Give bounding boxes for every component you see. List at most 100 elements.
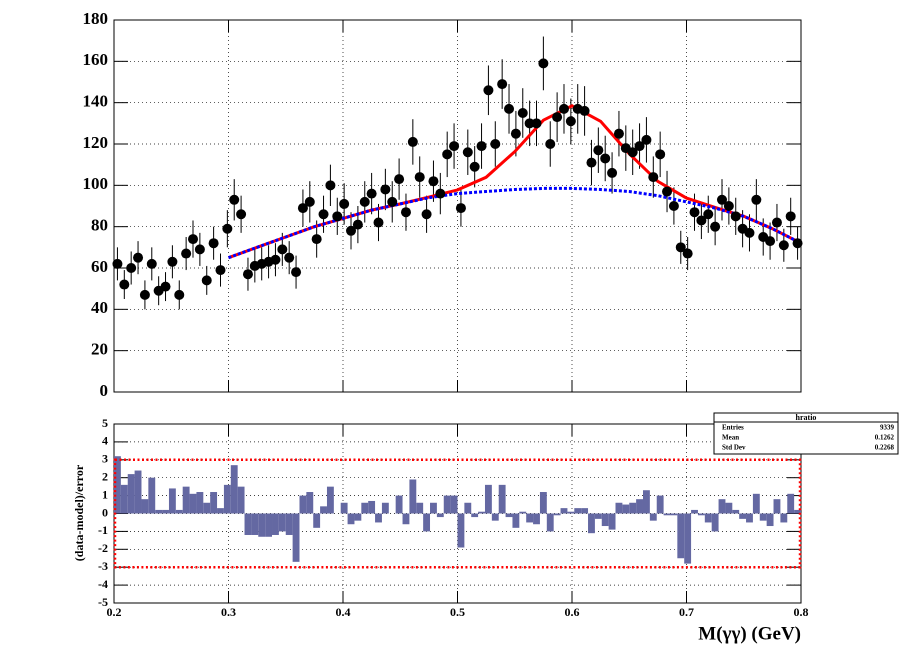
residual-bar xyxy=(539,492,547,514)
data-point xyxy=(778,240,789,251)
residual-bar xyxy=(450,495,458,514)
residual-bar xyxy=(375,513,382,523)
data-point xyxy=(785,211,796,222)
data-point xyxy=(538,58,549,69)
data-point xyxy=(723,201,734,211)
residual-bar xyxy=(622,504,630,514)
y-tick-label: -2 xyxy=(98,541,108,555)
residual-bar xyxy=(697,513,705,516)
y-tick-label: 60 xyxy=(91,257,108,276)
data-point xyxy=(668,201,679,211)
residual-bar xyxy=(320,506,327,514)
data-point xyxy=(297,203,308,214)
residual-bar xyxy=(340,502,348,514)
data-point xyxy=(593,145,604,156)
y-tick-label: 100 xyxy=(83,174,109,193)
data-point xyxy=(545,139,556,149)
residual-bar xyxy=(553,513,561,516)
residual-bar xyxy=(272,513,279,535)
data-point xyxy=(682,248,693,259)
residual-bar xyxy=(430,502,437,514)
data-point xyxy=(352,219,363,230)
residual-bar xyxy=(381,502,389,514)
residual-bar xyxy=(739,513,747,519)
residual-bar xyxy=(526,513,534,523)
residual-bar xyxy=(752,493,760,514)
x-tick-label: 0.7 xyxy=(679,605,694,619)
y-tick-label: -1 xyxy=(98,523,108,537)
residual-bar xyxy=(368,500,376,514)
residual-bar xyxy=(223,484,231,514)
residual-bar xyxy=(759,513,767,521)
residual-bar xyxy=(175,509,183,514)
residual-bar xyxy=(127,474,135,514)
residual-bar xyxy=(299,495,307,514)
residual-bar xyxy=(766,513,774,527)
residual-bar xyxy=(258,513,266,537)
data-point xyxy=(236,209,247,220)
stats-label: Entries xyxy=(722,424,744,432)
residual-bar xyxy=(649,513,657,521)
residual-bar xyxy=(725,502,733,514)
stats-frame xyxy=(713,412,899,455)
data-point xyxy=(242,269,253,280)
residual-bar xyxy=(498,484,506,514)
residual-bar xyxy=(601,513,609,527)
residual-bar xyxy=(588,513,595,534)
residual-bar xyxy=(402,513,410,525)
data-point xyxy=(531,118,542,129)
residual-bar xyxy=(677,513,685,559)
residual-bar xyxy=(457,513,465,548)
residual-bar xyxy=(491,513,499,521)
data-point xyxy=(387,196,398,207)
data-point xyxy=(607,167,618,178)
residual-bar xyxy=(155,509,163,514)
data-point xyxy=(160,281,171,292)
residual-bar xyxy=(711,513,719,532)
data-point xyxy=(380,184,391,195)
y-tick-label: 80 xyxy=(91,216,108,235)
data-point xyxy=(497,79,508,90)
data-point xyxy=(277,244,288,255)
residual-bar xyxy=(120,484,128,514)
residual-bar xyxy=(217,508,224,514)
residual-bar xyxy=(608,513,616,530)
data-point xyxy=(139,289,150,300)
residual-bar xyxy=(196,492,204,514)
residual-bar xyxy=(464,502,472,514)
y-tick-label: 20 xyxy=(91,340,108,359)
band-box xyxy=(113,458,802,569)
residual-bar xyxy=(684,513,692,564)
residual-bar xyxy=(732,509,740,514)
data-point xyxy=(689,207,700,218)
data-point xyxy=(407,136,418,147)
x-tick-label: 0.3 xyxy=(221,605,236,619)
residual-bar xyxy=(244,513,252,535)
data-point xyxy=(359,196,370,207)
residual-bar xyxy=(409,479,417,514)
residual-bar xyxy=(141,499,149,514)
y-tick-label: 160 xyxy=(83,50,109,69)
data-point xyxy=(428,176,439,187)
residual-bar xyxy=(594,513,602,519)
data-point xyxy=(400,207,411,218)
data-point xyxy=(332,211,343,222)
residual-bar xyxy=(423,513,431,532)
x-tick-label: 0.8 xyxy=(794,605,809,619)
y-tick-label: -4 xyxy=(98,577,108,591)
y-tick-label: -5 xyxy=(98,595,108,609)
data-point xyxy=(133,252,144,263)
data-point xyxy=(366,188,377,199)
stats-title: hratio xyxy=(796,413,817,422)
data-point xyxy=(510,128,521,139)
data-point xyxy=(552,112,563,123)
y-tick-label: 40 xyxy=(91,298,108,317)
residual-bar xyxy=(210,492,218,514)
data-point xyxy=(627,147,638,158)
y-tick-label: 0 xyxy=(100,381,109,400)
y-tick-label: 120 xyxy=(83,133,109,152)
data-point xyxy=(414,172,425,183)
data-point xyxy=(710,221,721,232)
residual-bar xyxy=(182,486,190,514)
residual-bar xyxy=(519,511,527,514)
